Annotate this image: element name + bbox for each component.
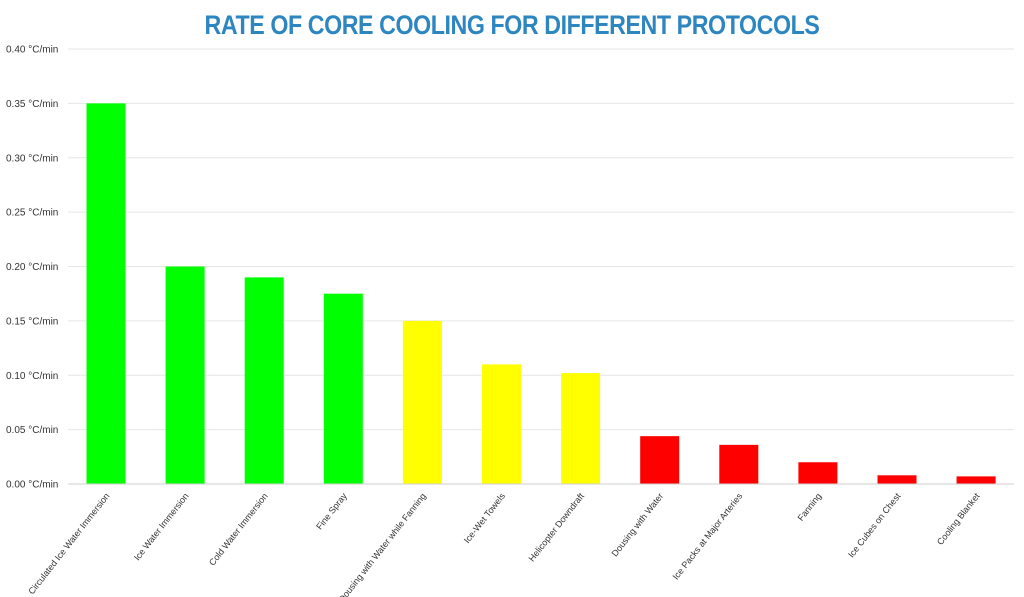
x-category-label: Ice Water Immersion xyxy=(132,491,191,562)
grid-lines xyxy=(68,48,1014,431)
y-tick-label: 0.20 °C/min xyxy=(6,262,58,273)
bar xyxy=(482,364,521,484)
x-category-label: Ice Packs at Major Arteries xyxy=(671,491,745,582)
x-category-label: Ice Cubes on Chest xyxy=(846,491,903,560)
y-tick-label: 0.05 °C/min xyxy=(6,425,58,436)
bar xyxy=(165,266,205,484)
x-category-label: Helicopter Downdraft xyxy=(527,491,587,564)
x-category-label: Fanning xyxy=(796,491,824,523)
x-category-label: Cooling Blanket xyxy=(935,491,982,547)
bar xyxy=(402,320,442,484)
y-tick-label: 0.30 °C/min xyxy=(6,153,58,164)
bar xyxy=(798,462,838,484)
x-category-label: Dousing with Water while Fanning xyxy=(337,491,428,597)
bars xyxy=(86,103,996,484)
bar xyxy=(956,476,996,484)
bar xyxy=(719,444,759,484)
y-tick-label: 0.10 °C/min xyxy=(6,371,58,382)
x-category-label: Ice-Wet Towels xyxy=(462,491,508,545)
bar xyxy=(86,103,126,484)
bar xyxy=(561,373,601,484)
y-tick-label: 0.15 °C/min xyxy=(6,316,58,327)
x-category-label: Cold Water Immersion xyxy=(207,491,270,567)
x-category-label: Dousing with Water xyxy=(610,491,666,558)
y-tick-label: 0.25 °C/min xyxy=(6,208,58,219)
bar xyxy=(877,475,917,484)
bar xyxy=(640,436,680,484)
y-tick-label: 0.00 °C/min xyxy=(6,480,58,491)
chart-title: RATE OF CORE COOLING FOR DIFFERENT PROTO… xyxy=(204,10,820,40)
x-category-label: Fine Spray xyxy=(314,491,349,532)
x-axis-category-labels: Circulated Ice Water Immersion Ice Water … xyxy=(26,491,982,597)
x-category-label: Circulated Ice Water Immersion xyxy=(26,491,111,596)
y-tick-label: 0.40 °C/min xyxy=(6,45,58,56)
y-tick-label: 0.35 °C/min xyxy=(6,99,58,110)
y-axis-tick-labels: 0.00 °C/min 0.05 °C/min 0.10 °C/min 0.15 °C… xyxy=(6,45,58,491)
bar xyxy=(323,293,363,484)
bar xyxy=(244,277,284,484)
